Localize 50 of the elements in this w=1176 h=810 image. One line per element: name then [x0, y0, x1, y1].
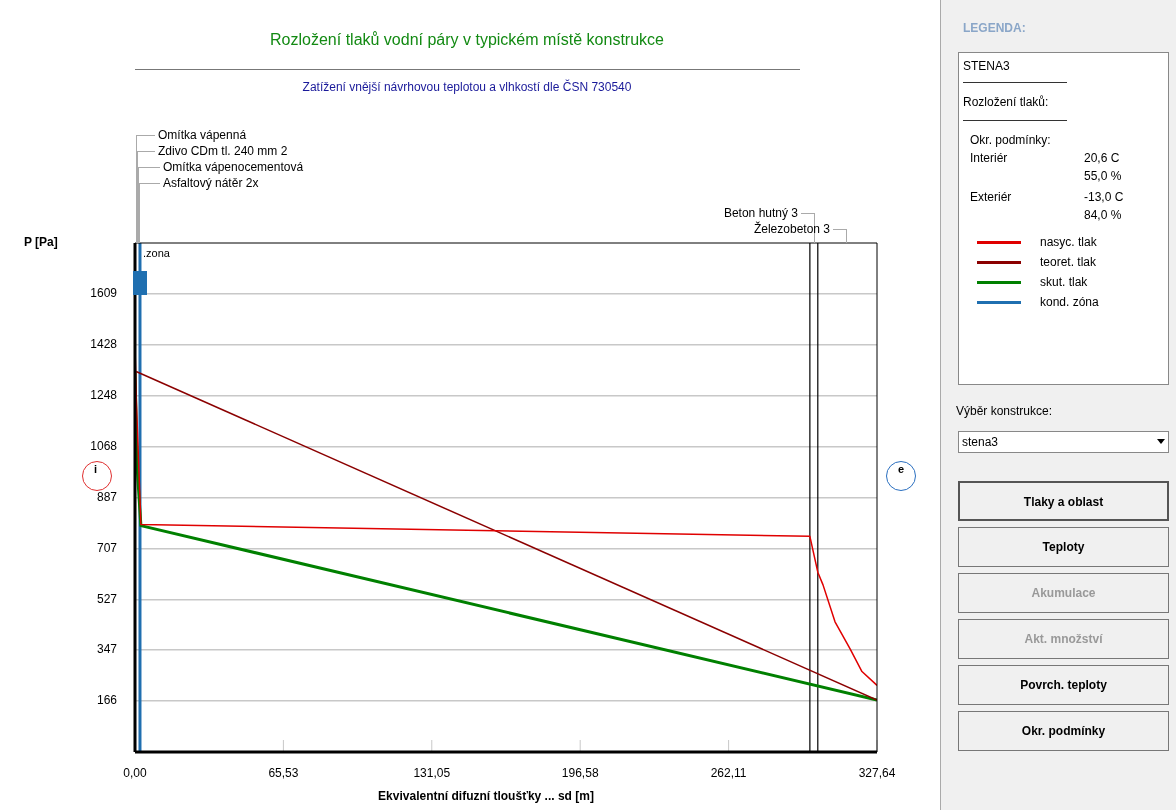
y-axis-title: P [Pa]	[24, 235, 58, 250]
text: 55,0 %	[1084, 169, 1122, 183]
text: Rozložení tlaků:	[963, 95, 1049, 109]
x-tick-label: 65,53	[268, 765, 299, 780]
text: Tlaky a oblast	[958, 481, 1169, 521]
y-tick-label: 527	[96, 591, 118, 606]
legend-label: skut. tlak	[1040, 275, 1088, 289]
annotation: .zona	[142, 247, 171, 260]
legend-label: nasyc. tlak	[1040, 235, 1097, 249]
text: -13,0 C	[1084, 190, 1124, 204]
text: Akt. množství	[958, 619, 1169, 659]
text: Beton hutný 3	[723, 205, 798, 221]
text: Akumulace	[958, 573, 1169, 613]
x-tick-label: 0,00	[123, 765, 147, 780]
legend-label: kond. zóna	[1040, 295, 1099, 309]
text: Interiér	[970, 151, 1008, 165]
text: Okr. podmínky:	[970, 133, 1051, 147]
y-tick-label: 1428	[90, 337, 118, 352]
y-tick-label: 887	[96, 489, 118, 504]
text: i	[94, 463, 98, 476]
y-tick-label: 347	[96, 642, 118, 657]
text: STENA3	[963, 59, 1010, 73]
text: stena3	[958, 431, 1169, 453]
x-tick-label: 327,64	[858, 765, 896, 780]
text: Železobeton 3	[753, 221, 830, 237]
text: Zdivo CDm tl. 240 mm 2	[158, 143, 288, 159]
x-axis-title: Ekvivalentní difuzní tloušťky ... sd [m]	[378, 789, 594, 804]
legend-label: teoret. tlak	[1040, 255, 1097, 269]
text: e	[898, 463, 905, 476]
y-tick-label: 1248	[90, 388, 118, 403]
text: Exteriér	[970, 190, 1012, 204]
y-tick-label: 166	[96, 693, 118, 708]
text: Omítka vápenocementová	[163, 159, 304, 175]
chart-title: Rozložení tlaků vodní páry v typickém místě konstrukce	[270, 31, 665, 49]
text: Asfaltový nátěr 2x	[163, 175, 259, 191]
text: LEGENDA:	[963, 21, 1026, 35]
text: 20,6 C	[1084, 151, 1120, 165]
text: Okr. podmínky	[958, 711, 1169, 751]
y-tick-label: 707	[96, 540, 118, 555]
y-tick-label: 1609	[90, 286, 118, 301]
x-tick-label: 262,11	[710, 765, 747, 780]
text: Povrch. teploty	[958, 665, 1169, 705]
text: Výběr konstrukce:	[956, 404, 1053, 418]
x-tick-label: 131,05	[413, 765, 451, 780]
y-tick-label: 1068	[90, 438, 118, 453]
text: Omítka vápenná	[158, 127, 247, 143]
x-tick-label: 196,58	[561, 765, 599, 780]
text: 84,0 %	[1084, 208, 1122, 222]
chart-subtitle: Zatížení vnější návrhovou teplotou a vlhkostí dle ČSN 730540	[302, 79, 632, 95]
text: Teploty	[958, 527, 1169, 567]
